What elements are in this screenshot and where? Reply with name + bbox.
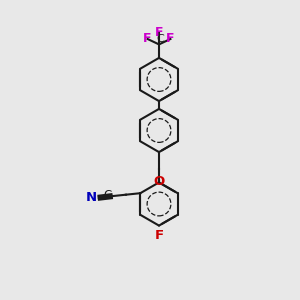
Text: C: C: [104, 189, 112, 202]
Text: F: F: [143, 32, 152, 46]
Text: O: O: [153, 175, 165, 188]
Text: N: N: [85, 191, 97, 204]
Text: F: F: [155, 26, 163, 40]
Text: F: F: [166, 32, 175, 46]
Text: C: C: [157, 34, 164, 44]
Text: F: F: [154, 229, 164, 242]
